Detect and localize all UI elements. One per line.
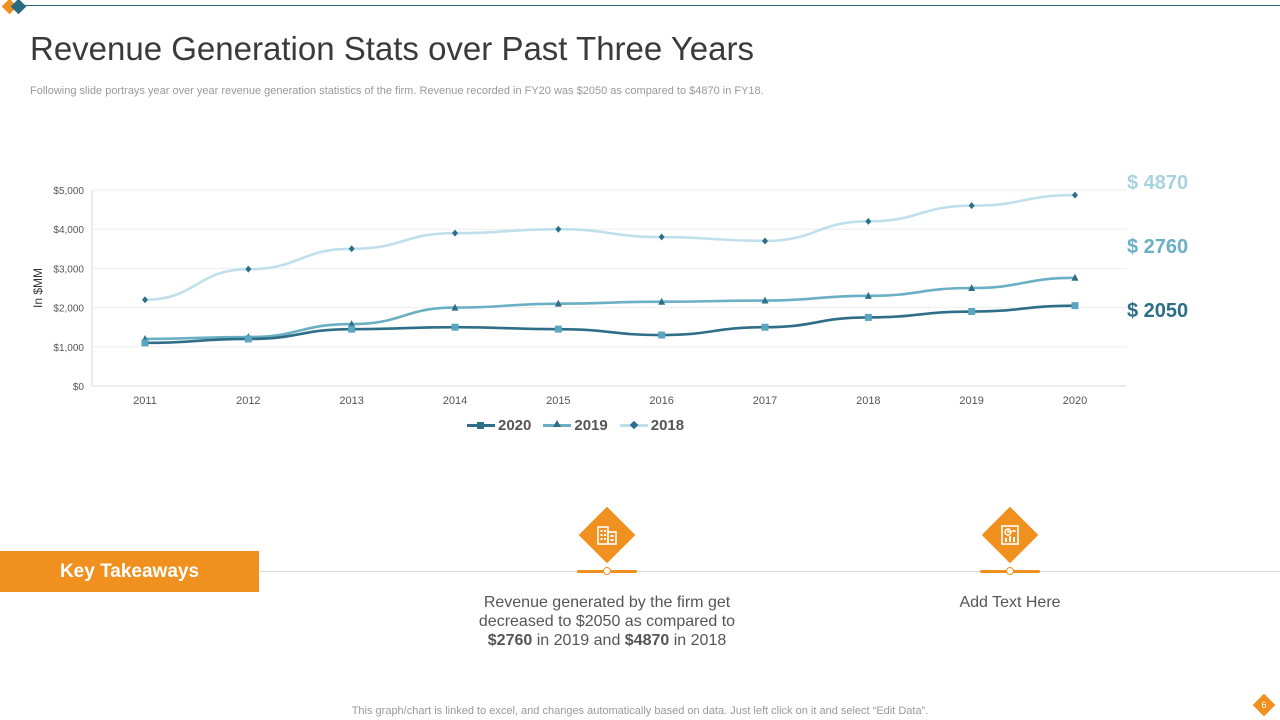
data-point-2020 <box>658 331 666 339</box>
square-marker-icon <box>477 422 484 429</box>
takeaway-1-dot <box>603 567 611 575</box>
data-point-2020 <box>761 323 769 331</box>
x-tick-label: 2014 <box>443 395 467 407</box>
legend-swatch-2019 <box>543 420 572 427</box>
takeaways-divider <box>259 571 1280 572</box>
data-point-2018 <box>245 265 252 273</box>
y-tick-label: $3,000 <box>53 264 84 275</box>
page-number: 6 <box>1261 700 1267 710</box>
line-chart[interactable]: $0 $1,000 $2,000 $3,000 $4,000 $5,000 2011 2012… <box>0 0 1280 440</box>
data-point-2018 <box>658 233 665 241</box>
end-value-2018: $ 4870 <box>1127 172 1189 194</box>
takeaway-2-dot <box>1006 567 1014 575</box>
data-point-2018 <box>865 217 872 225</box>
data-point-2018 <box>142 296 148 304</box>
data-point-2018 <box>1072 191 1078 199</box>
data-point-2019 <box>761 296 769 304</box>
data-point-2020 <box>348 325 356 333</box>
x-tick-label: 2017 <box>753 395 777 407</box>
data-point-2020 <box>244 335 252 343</box>
x-tick-label: 2011 <box>133 395 157 407</box>
x-tick-label: 2013 <box>339 395 363 407</box>
end-value-2019: $ 2760 <box>1127 236 1189 258</box>
triangle-marker-icon <box>553 420 562 427</box>
takeaway-2-text[interactable]: Add Text Here <box>959 594 1061 611</box>
legend-swatch-2018 <box>619 420 648 430</box>
data-point-2019 <box>864 291 872 299</box>
diamond-marker-icon <box>629 420 638 430</box>
data-point-2020 <box>1071 302 1079 310</box>
y-tick-label: $2,000 <box>53 304 84 315</box>
data-point-2019 <box>968 284 976 291</box>
legend-label: 2019 <box>574 417 608 434</box>
building-icon <box>587 515 627 555</box>
data-point-2018 <box>968 202 975 210</box>
x-tick-label: 2012 <box>236 395 260 407</box>
x-tick-label: 2016 <box>649 395 673 407</box>
series-line-2020 <box>143 304 1077 345</box>
data-point-2018 <box>348 245 355 253</box>
page-subtitle: Following slide portrays year over year … <box>30 85 764 97</box>
data-point-2020 <box>968 308 976 316</box>
key-takeaways-banner: Key Takeaways <box>0 551 259 592</box>
top-divider <box>22 5 1280 6</box>
data-point-2019 <box>554 299 562 307</box>
x-tick-label: 2019 <box>959 395 983 407</box>
y-axis-title: In $MM <box>31 268 45 308</box>
footer-note: This graph/chart is linked to excel, and… <box>351 705 929 717</box>
data-point-2020 <box>451 323 459 331</box>
chart-legend[interactable]: 2020 2019 2018 <box>467 417 684 434</box>
chart-clipboard-icon <box>990 515 1030 555</box>
end-value-2020: $ 2050 <box>1127 300 1189 322</box>
page-title: Revenue Generation Stats over Past Three… <box>30 30 755 67</box>
x-tick-label: 2020 <box>1063 395 1087 407</box>
data-point-2019 <box>451 303 459 311</box>
data-point-2019 <box>1071 273 1079 281</box>
y-tick-label: $4,000 <box>53 225 84 236</box>
series-line-2018 <box>143 193 1077 302</box>
data-point-2019 <box>348 320 356 328</box>
legend-item-2018[interactable]: 2018 <box>619 417 685 434</box>
legend-label: 2020 <box>498 417 532 434</box>
x-tick-label: 2015 <box>546 395 570 407</box>
legend-swatch-2020 <box>467 422 495 429</box>
data-point-2018 <box>555 225 562 233</box>
takeaway-1-text: Revenue generated by the firm get decrea… <box>478 594 736 649</box>
legend-item-2020[interactable]: 2020 <box>467 417 531 434</box>
data-point-2018 <box>762 237 768 245</box>
data-point-2020 <box>864 313 872 321</box>
legend-label: 2018 <box>650 417 685 434</box>
y-tick-label: $1,000 <box>53 343 84 354</box>
data-point-2019 <box>658 297 666 305</box>
legend-item-2019[interactable]: 2019 <box>543 417 608 434</box>
x-tick-label: 2018 <box>856 395 880 407</box>
data-point-2020 <box>554 325 562 333</box>
y-tick-label: $0 <box>73 382 85 393</box>
y-tick-label: $5,000 <box>53 186 84 197</box>
data-point-2018 <box>452 229 458 237</box>
series-line-2019 <box>143 276 1077 341</box>
data-point-2020 <box>141 339 149 347</box>
